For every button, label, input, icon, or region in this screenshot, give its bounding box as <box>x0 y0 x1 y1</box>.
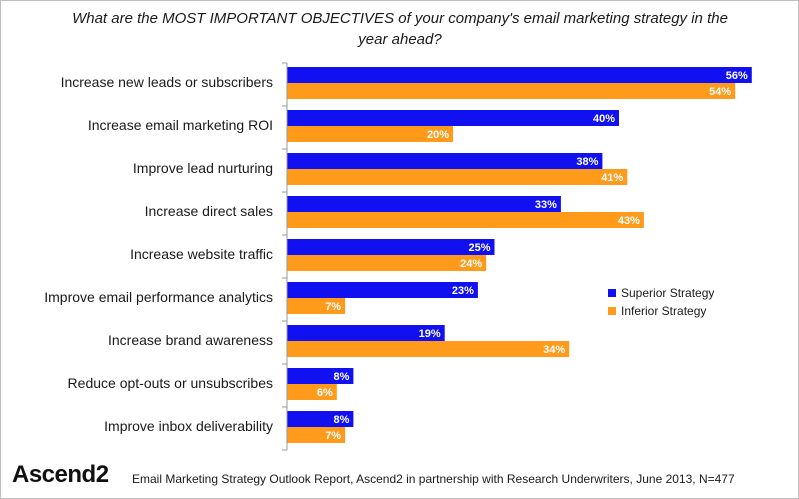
bar-inferior <box>287 341 570 357</box>
bar-superior <box>287 153 603 169</box>
category-label: Improve email performance analytics <box>44 289 273 305</box>
bar-superior <box>287 282 478 298</box>
value-label-inferior: 54% <box>709 86 731 98</box>
value-label-superior: 56% <box>726 70 748 82</box>
chart-title: What are the MOST IMPORTANT OBJECTIVES o… <box>72 10 728 48</box>
legend-swatch-inferior <box>608 307 616 315</box>
bar-inferior <box>287 384 337 400</box>
bar-inferior <box>287 427 346 443</box>
value-label-inferior: 6% <box>317 387 333 399</box>
legend-item-superior: Superior Strategy <box>608 284 714 302</box>
bar-inferior <box>287 169 628 185</box>
bar-superior <box>287 67 752 83</box>
category-label: Increase email marketing ROI <box>88 117 273 133</box>
value-label-inferior: 7% <box>325 430 341 442</box>
legend-label-superior: Superior Strategy <box>621 286 715 300</box>
category-label: Increase website traffic <box>130 246 273 262</box>
ascend2-logo: Ascend2 <box>12 461 109 488</box>
legend-label-inferior: Inferior Strategy <box>621 304 707 318</box>
bar-superior <box>287 110 619 126</box>
legend-item-inferior: Inferior Strategy <box>608 302 714 320</box>
category-label: Improve inbox deliverability <box>104 418 273 434</box>
value-label-superior: 38% <box>576 156 598 168</box>
value-label-inferior: 20% <box>427 129 449 141</box>
bar-inferior <box>287 212 644 228</box>
bar-inferior <box>287 255 487 271</box>
value-label-superior: 25% <box>468 242 490 254</box>
chart-legend: Superior Strategy Inferior Strategy <box>608 284 714 320</box>
value-label-superior: 23% <box>452 285 474 297</box>
bar-superior <box>287 411 354 427</box>
legend-swatch-superior <box>608 289 616 297</box>
bar-superior <box>287 239 495 255</box>
value-label-superior: 8% <box>333 371 349 383</box>
category-label: Increase new leads or subscribers <box>61 74 273 90</box>
source-note: Email Marketing Strategy Outlook Report,… <box>132 472 735 486</box>
category-label: Increase direct sales <box>145 203 273 219</box>
value-label-superior: 8% <box>333 414 349 426</box>
category-label: Improve lead nurturing <box>133 160 273 176</box>
value-label-inferior: 43% <box>618 215 640 227</box>
value-label-inferior: 7% <box>325 301 341 313</box>
category-label: Increase brand awareness <box>108 332 273 348</box>
value-label-inferior: 41% <box>601 172 623 184</box>
category-label: Reduce opt-outs or unsubscribes <box>68 375 273 391</box>
value-label-superior: 40% <box>593 113 615 125</box>
bar-inferior <box>287 83 736 99</box>
bar-superior <box>287 325 445 341</box>
bar-superior <box>287 196 561 212</box>
bar-inferior <box>287 298 346 314</box>
value-label-inferior: 24% <box>460 258 482 270</box>
bar-superior <box>287 368 354 384</box>
bar-inferior <box>287 126 453 142</box>
value-label-superior: 19% <box>419 328 441 340</box>
value-label-superior: 33% <box>535 199 557 211</box>
value-label-inferior: 34% <box>543 344 565 356</box>
